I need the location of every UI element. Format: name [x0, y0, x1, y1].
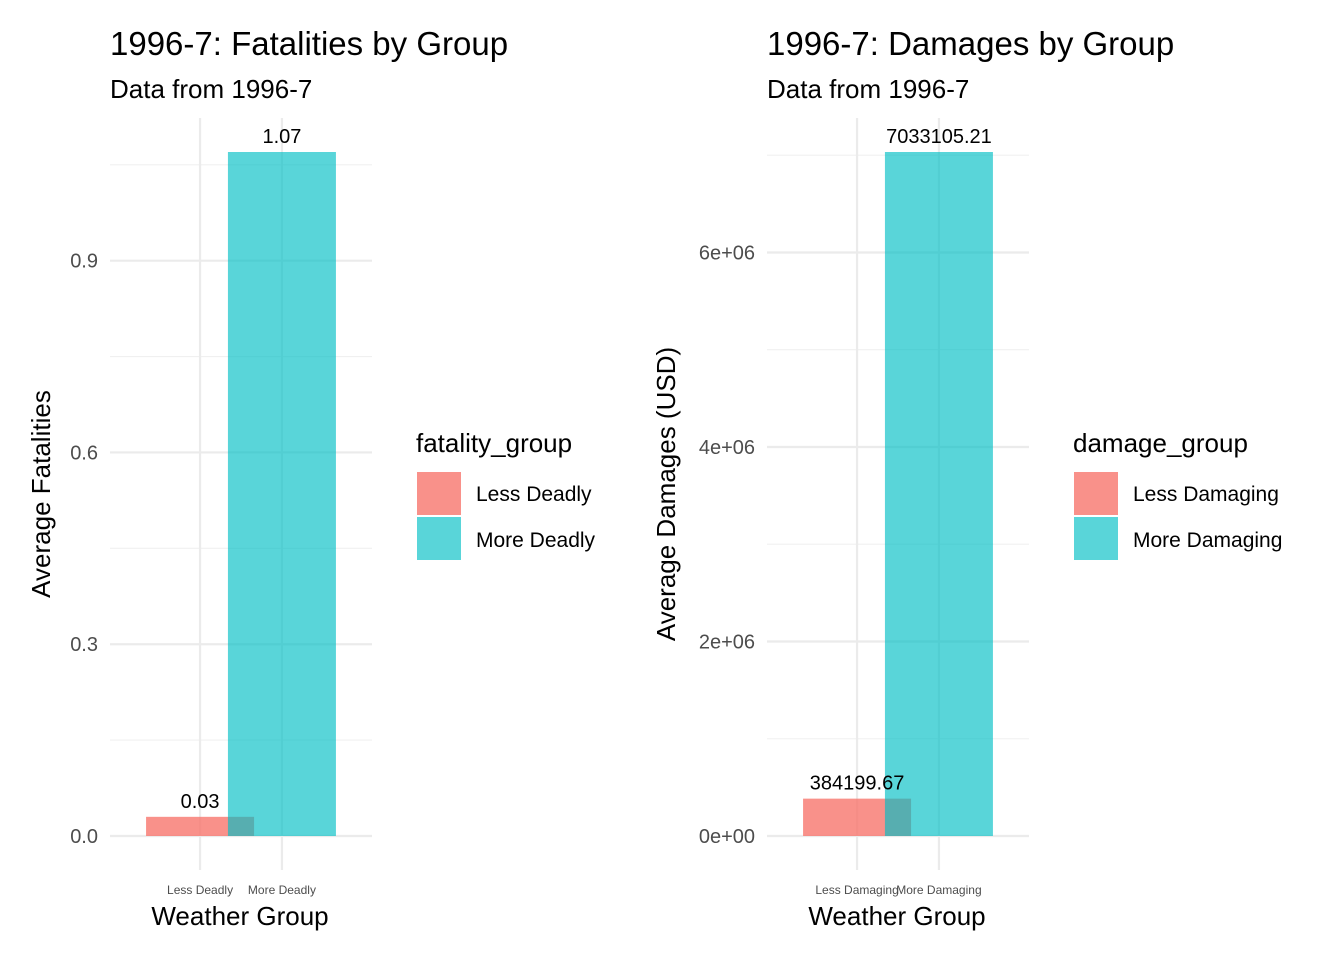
y-tick-label: 0.6 — [70, 442, 98, 464]
legend-swatch-less-damaging — [1074, 472, 1118, 515]
x-tick-label: More Deadly — [248, 883, 316, 897]
x-axis-title: Weather Group — [151, 901, 328, 931]
bar-more-deadly — [227, 152, 336, 836]
x-tick-labels: Less Deadly More Deadly — [167, 883, 316, 897]
data-label: 7033105.21 — [886, 126, 992, 148]
bar-less-deadly — [146, 816, 255, 836]
legend-label-more-damaging: More Damaging — [1133, 529, 1282, 552]
data-labels: 384199.67 7033105.21 — [810, 126, 992, 795]
fatalities-chart-panel: 1996-7: Fatalities by Group Data from 19… — [26, 25, 596, 931]
legend: damage_group Less Damaging More Damaging — [1073, 428, 1282, 560]
legend-label-less-damaging: Less Damaging — [1133, 483, 1279, 506]
bars — [146, 152, 336, 836]
y-tick-label: 6e+06 — [699, 242, 755, 264]
y-axis-title: Average Fatalities — [26, 390, 56, 598]
data-label: 384199.67 — [810, 773, 905, 795]
y-tick-label: 0.9 — [70, 251, 98, 273]
y-tick-label: 0.0 — [70, 826, 98, 848]
legend-swatch-less-deadly — [417, 472, 461, 515]
legend-swatch-more-damaging — [1074, 517, 1118, 560]
x-tick-label: Less Damaging — [815, 883, 898, 897]
x-tick-label: More Damaging — [896, 883, 981, 897]
y-tick-label: 0.3 — [70, 634, 98, 656]
data-label: 1.07 — [262, 126, 301, 148]
y-tick-label: 2e+06 — [699, 631, 755, 653]
x-axis-title: Weather Group — [808, 901, 985, 931]
y-tick-label: 4e+06 — [699, 437, 755, 459]
y-tick-labels: 0e+00 2e+06 4e+06 6e+06 — [699, 242, 755, 848]
data-label: 0.03 — [181, 791, 220, 813]
chart-subtitle: Data from 1996-7 — [110, 74, 312, 104]
damages-chart-panel: 1996-7: Damages by Group Data from 1996-… — [651, 25, 1282, 931]
x-tick-label: Less Deadly — [167, 883, 233, 897]
y-axis-title: Average Damages (USD) — [651, 347, 681, 641]
data-labels: 0.03 1.07 — [181, 126, 302, 813]
legend-swatch-more-deadly — [417, 517, 461, 560]
chart-title: 1996-7: Fatalities by Group — [110, 25, 508, 62]
legend-title: damage_group — [1073, 428, 1248, 458]
bar-more-damaging — [884, 152, 993, 836]
bars — [803, 152, 993, 836]
legend-title: fatality_group — [416, 428, 572, 458]
legend-label-less-deadly: Less Deadly — [476, 483, 592, 506]
chart-subtitle: Data from 1996-7 — [767, 74, 969, 104]
y-tick-labels: 0.0 0.3 0.6 0.9 — [70, 251, 98, 848]
chart-title: 1996-7: Damages by Group — [767, 25, 1174, 62]
legend-label-more-deadly: More Deadly — [476, 529, 596, 552]
y-tick-label: 0e+00 — [699, 826, 755, 848]
legend: fatality_group Less Deadly More Deadly — [416, 428, 596, 560]
